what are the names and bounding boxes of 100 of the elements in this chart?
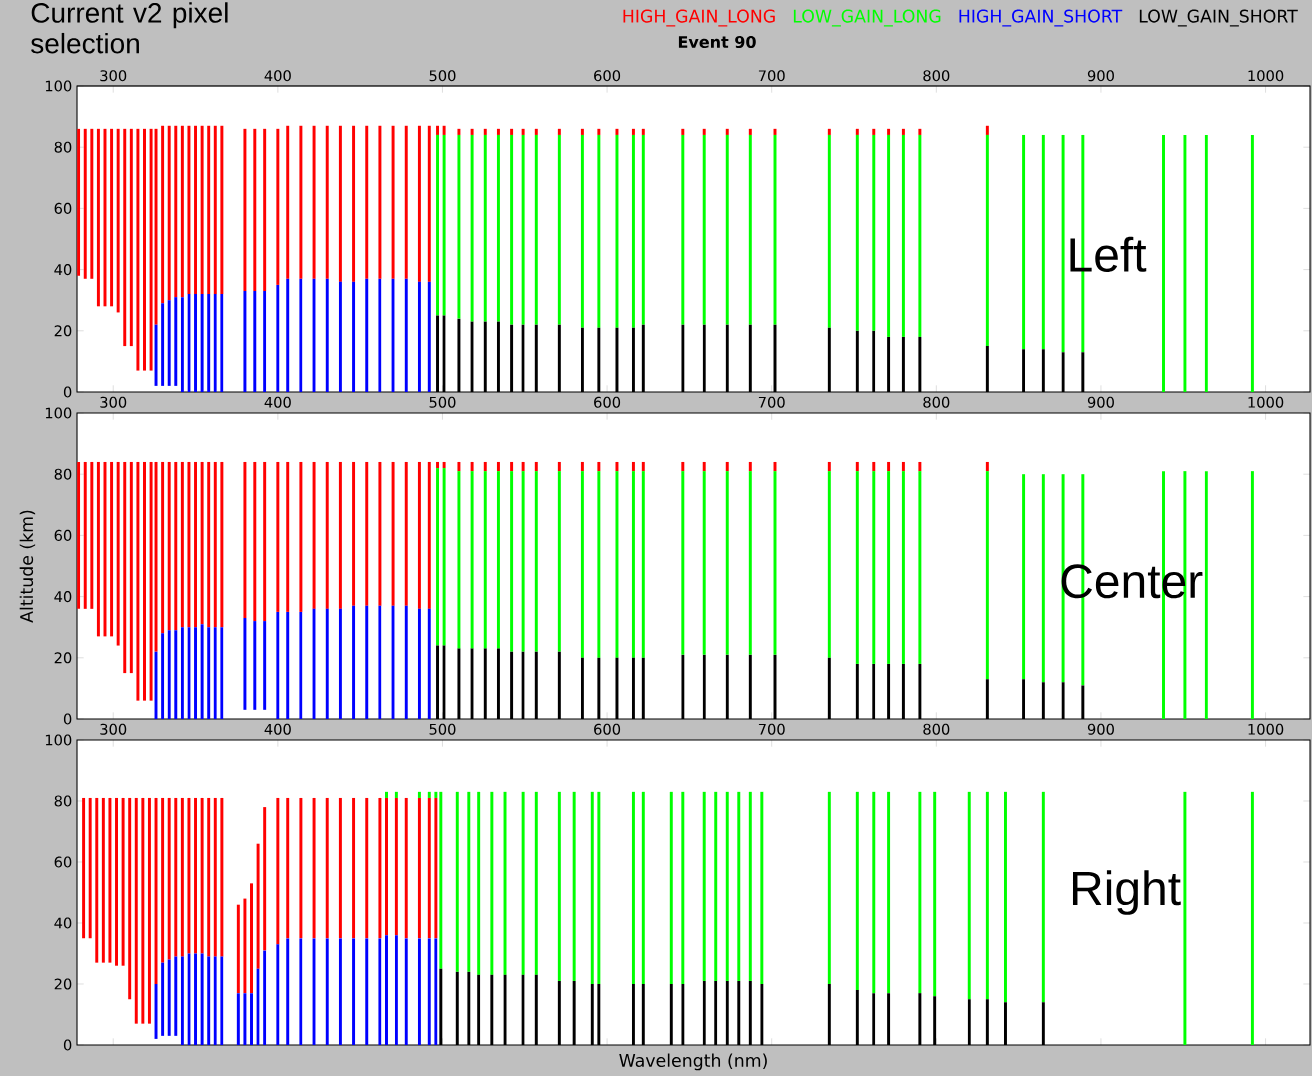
bar [174,797,178,957]
bar [299,125,303,279]
text: LOW_GAIN_LONG [793,9,941,27]
bar [918,471,922,664]
bar [725,128,729,135]
bar [207,125,211,295]
bar [213,461,217,628]
bar [243,898,247,994]
bar [417,125,421,282]
bar [194,953,198,1045]
bar [702,461,706,472]
x2-tick-label: 500 [429,396,456,408]
bar [631,471,635,658]
bar [872,461,876,472]
bar [631,461,635,472]
bar [1022,474,1026,680]
bar [243,993,247,1045]
bar [250,883,253,994]
bar [167,125,171,301]
bar [417,608,421,719]
bar [312,461,316,609]
x-tick-label: 400 [264,723,291,735]
y-tick-label: 80 [54,468,72,480]
bar [161,962,165,1036]
x-tick-label: 800 [923,70,950,82]
bar [220,797,224,957]
bar [417,791,421,798]
bar [442,468,446,646]
bar [180,125,184,298]
bar [510,461,514,472]
bar [470,461,474,472]
bar [391,125,395,279]
y-tick-label: 60 [54,856,72,868]
bar [391,461,395,606]
bar [725,471,729,655]
bar [534,134,538,325]
bar [365,605,369,719]
bar [887,461,891,472]
bar [442,134,446,316]
bar [872,128,876,135]
x2-tick-label: 800 [923,396,950,408]
bar [180,797,184,957]
bar [557,134,561,325]
bar [521,128,525,135]
bar [116,128,120,313]
y-tick-label: 20 [54,978,72,990]
x-tick-label: 900 [1087,70,1114,82]
bar [338,938,342,1045]
bar [725,134,729,325]
bar [681,134,685,325]
bar [88,797,92,939]
bar [702,134,706,325]
bar [154,797,158,984]
bar [149,128,153,371]
bar [220,294,224,392]
bar [180,627,184,719]
bar [827,791,831,984]
bar [641,791,645,984]
bar [631,791,635,984]
bar [760,791,764,984]
bar [276,944,280,1045]
bar [534,128,538,135]
x-tick-label: 600 [594,70,621,82]
bar [417,461,421,609]
bar [615,461,619,472]
annotation: Right [1072,870,1181,915]
x-tick-label: 1000 [1248,723,1284,735]
bar [702,471,706,655]
bar [855,791,859,991]
bar [470,471,474,649]
bar [887,791,891,994]
bar [236,993,240,1045]
x2-tick-label: 900 [1087,396,1114,408]
bar [933,791,937,997]
bar [110,128,114,307]
bar [427,281,431,392]
bar [325,461,329,609]
bar [748,471,752,655]
bar [194,125,198,295]
bar [1250,471,1254,719]
bar [557,461,561,472]
bar [286,125,290,279]
bar [985,791,989,1000]
bar [96,461,100,637]
bar [417,797,421,939]
bar [250,993,253,1045]
bar [580,471,584,658]
bar [748,128,752,135]
bar [325,278,329,392]
bar [521,134,525,325]
bar [510,134,514,325]
bar [207,294,211,392]
bar [149,461,153,701]
x-tick-label: 500 [429,70,456,82]
bar [276,128,280,285]
bar [220,956,224,1045]
bar [243,618,247,710]
bar [83,461,87,609]
bar [338,125,342,282]
bar [521,791,525,975]
